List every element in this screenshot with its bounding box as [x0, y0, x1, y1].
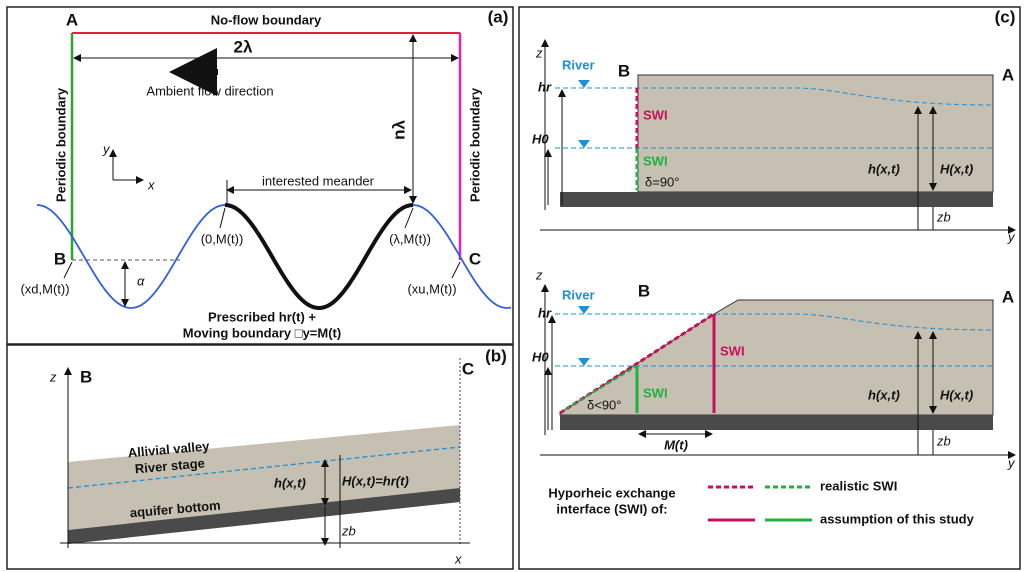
label: H0	[532, 349, 549, 364]
label: δ<90°	[587, 397, 622, 412]
corner-label: B	[638, 281, 650, 300]
axis-label: z	[535, 45, 543, 60]
panel-a: (a) No-flow boundary A 2λ Ambient flow d…	[20, 7, 511, 340]
axis-label: z	[49, 369, 57, 384]
axis-label: y	[1007, 455, 1016, 470]
label: δ=90°	[645, 174, 680, 189]
corner-label: A	[66, 10, 78, 29]
label: River	[562, 57, 595, 72]
axis-label: x	[147, 177, 155, 192]
corner-label: A	[1002, 65, 1014, 84]
label: zb	[936, 209, 951, 224]
axis-label: z	[535, 267, 543, 282]
figure: (a) No-flow boundary A 2λ Ambient flow d…	[0, 0, 1024, 572]
label: zb	[936, 433, 951, 448]
panel-c-top: (c) z River B A hr H0 SWI SWI δ=90° h(x,…	[532, 7, 1016, 244]
label: 2λ	[234, 37, 253, 56]
label: SWI	[643, 385, 668, 400]
label: h(x,t)	[274, 475, 306, 490]
label: nλ	[389, 120, 408, 140]
label: No-flow boundary	[211, 12, 322, 27]
label: SWI	[643, 153, 668, 168]
label: H(x,t)	[940, 387, 973, 402]
corner-label: A	[1002, 287, 1014, 306]
label: SWI	[720, 343, 745, 358]
label: α	[137, 273, 145, 288]
label: (xd,M(t))	[20, 281, 69, 296]
legend-label: assumption of this study	[820, 511, 975, 526]
legend-title: interface (SWI) of:	[556, 501, 667, 516]
corner-label: B	[54, 249, 66, 268]
label: Ambient flow direction	[146, 83, 273, 98]
legend-title: Hyporheic exchange	[548, 485, 675, 500]
label: H(x,t)=hr(t)	[342, 473, 409, 488]
panel-tag: (c)	[995, 7, 1016, 26]
label: hr	[538, 79, 552, 94]
label: interested meander	[262, 173, 375, 188]
label: h(x,t)	[868, 161, 900, 176]
axis-label: x	[454, 551, 462, 566]
legend: Hyporheic exchange interface (SWI) of: r…	[548, 478, 974, 526]
label: M(t)	[664, 437, 688, 452]
label: SWI	[643, 107, 668, 122]
corner-label: B	[618, 61, 630, 80]
panel-b: (b) z B C Allivial valley River stage h(…	[49, 346, 507, 566]
axis-label: y	[102, 141, 111, 156]
label: H0	[532, 131, 549, 146]
label: zb	[341, 523, 356, 538]
label: hr	[538, 305, 552, 320]
panel-c-bottom: z River B A hr H0 SWI SWI δ<90° h(x,t) H…	[532, 267, 1016, 470]
label: Periodic boundary	[53, 87, 68, 202]
caption: Prescribed hr(t) +	[208, 309, 316, 324]
label: (0,M(t))	[201, 231, 244, 246]
corner-label: C	[469, 249, 481, 268]
panel-tag: (a)	[488, 7, 509, 26]
corner-label: B	[80, 367, 92, 386]
label: H(x,t)	[940, 161, 973, 176]
panel-tag: (b)	[485, 346, 507, 365]
legend-label: realistic SWI	[820, 478, 897, 493]
label: (xu,M(t))	[407, 281, 456, 296]
label: River	[562, 287, 595, 302]
label: h(x,t)	[868, 387, 900, 402]
corner-label: C	[462, 359, 474, 378]
label: Periodic boundary	[467, 87, 482, 202]
label: (λ,M(t))	[389, 231, 431, 246]
axis-label: y	[1007, 229, 1016, 244]
caption: Moving boundary □y=M(t)	[183, 325, 341, 340]
